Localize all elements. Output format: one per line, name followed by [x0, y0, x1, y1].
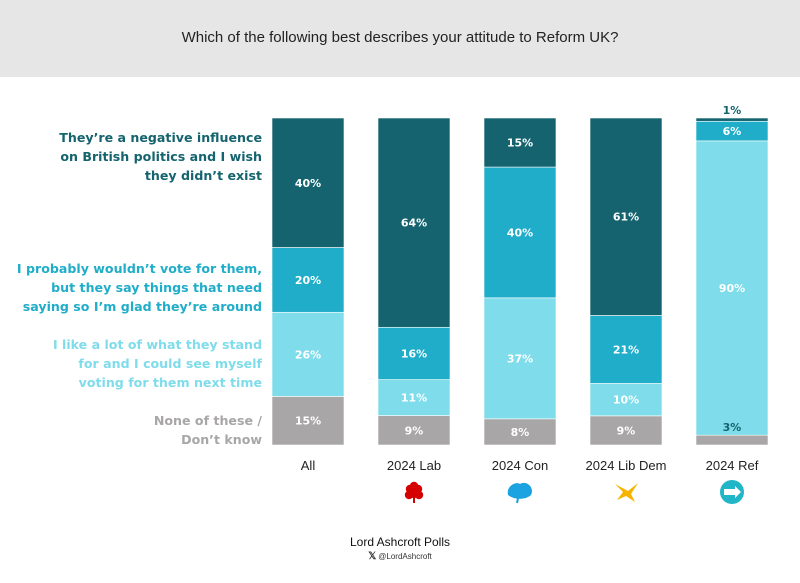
labour-rose-icon	[404, 481, 424, 503]
bar-segment	[483, 117, 557, 168]
data-label: 15%	[507, 137, 533, 150]
bar-segment	[695, 140, 769, 436]
data-label: 21%	[613, 343, 639, 356]
legend-label: I like a lot of what they stand for and I…	[12, 335, 262, 392]
legend-label-line: they didn’t exist	[144, 168, 262, 183]
legend-label-line: None of these /	[153, 413, 262, 428]
category-label: 2024 Con	[492, 458, 548, 473]
bar-segment	[483, 418, 557, 446]
bar-segment	[271, 311, 345, 397]
bar-segment	[271, 247, 345, 313]
data-label: 16%	[401, 347, 427, 360]
bar-segment	[695, 117, 769, 122]
data-label: 6%	[723, 125, 742, 138]
legend-label: None of these / Don’t know	[12, 411, 262, 449]
lib-dem-bird-icon	[615, 483, 638, 502]
data-label: 9%	[405, 424, 424, 437]
data-label: 90%	[719, 282, 745, 295]
tree-canopy	[507, 482, 532, 499]
header-bar: Which of the following best describes yo…	[0, 0, 800, 77]
legend-label-line: on British politics and I wish	[60, 149, 262, 164]
data-label: 3%	[723, 421, 742, 434]
data-label: 15%	[295, 415, 321, 428]
data-label: 40%	[507, 226, 533, 239]
rose-petal	[409, 489, 419, 499]
footer-title: Lord Ashcroft Polls	[349, 535, 451, 549]
legend-label-line: saying so I’m glad they’re around	[22, 299, 262, 314]
legend-label: They’re a negative influence on British p…	[12, 128, 262, 185]
legend-label-line: I probably wouldn’t vote for them,	[16, 261, 262, 276]
bar-segment	[695, 434, 769, 446]
legend-label-line: voting for them next time	[78, 375, 262, 390]
conservative-tree-icon	[507, 482, 532, 504]
reform-logo-arrow	[724, 486, 741, 498]
data-label: 26%	[295, 348, 321, 361]
bar-segment	[483, 297, 557, 420]
footer-handle: 𝕏 @LordAshcroft	[0, 551, 800, 562]
legend-label-line: They’re a negative influence	[59, 130, 262, 145]
bar-segment	[589, 415, 663, 446]
data-label: 11%	[401, 392, 427, 405]
data-label: 40%	[295, 177, 321, 190]
data-label: 8%	[511, 426, 530, 439]
x-logo-icon: 𝕏	[368, 551, 377, 562]
data-label: 64%	[401, 217, 427, 230]
bar-segment	[377, 326, 451, 380]
category-label: All	[301, 458, 316, 473]
legend-label: I probably wouldn’t vote for them, but th…	[12, 259, 262, 316]
legend-label-line: Don’t know	[181, 432, 262, 447]
bar-segment	[377, 379, 451, 416]
legend-label-line: for and I could see myself	[78, 356, 262, 371]
data-label: 9%	[617, 424, 636, 437]
bar-segment	[377, 117, 451, 328]
category-label: 2024 Lab	[387, 458, 441, 473]
data-label: 10%	[613, 394, 639, 407]
bar-segment	[271, 117, 345, 248]
reform-uk-logo-icon	[720, 480, 744, 504]
data-label: 61%	[613, 211, 639, 224]
chart-title: Which of the following best describes yo…	[181, 29, 619, 46]
bar-segment	[377, 415, 451, 446]
bar-segment	[589, 383, 663, 417]
data-label: 20%	[295, 274, 321, 287]
legend-label-line: but they say things that need	[51, 280, 262, 295]
tree-trunk	[516, 497, 519, 504]
bar-segment	[271, 396, 345, 446]
data-label: 37%	[507, 352, 533, 365]
data-label: 1%	[723, 104, 742, 117]
bird-shape	[615, 483, 638, 502]
category-label: 2024 Lib Dem	[586, 458, 667, 473]
legend-label-line: I like a lot of what they stand	[52, 337, 262, 352]
rose-petal	[409, 481, 419, 491]
category-label: 2024 Ref	[706, 458, 759, 473]
twitter-handle: @LordAshcroft	[378, 552, 432, 561]
bar-segment	[589, 117, 663, 316]
